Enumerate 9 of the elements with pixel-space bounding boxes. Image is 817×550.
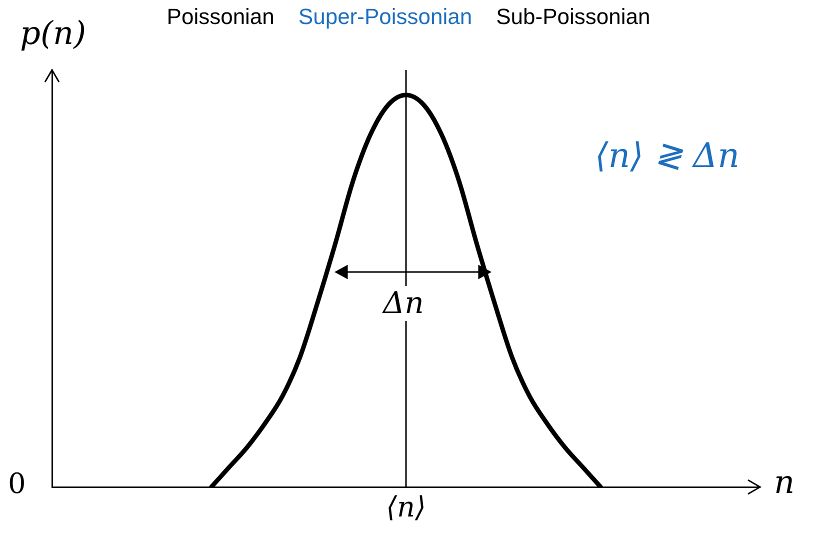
chart-title: Poissonian: [166, 4, 274, 29]
text: 0: [8, 467, 26, 500]
text: ⟨n⟩: [386, 490, 426, 524]
text: Sub-Poissonian: [496, 4, 650, 29]
text: Super-Poissonian: [298, 4, 472, 29]
annotation: ⟨n⟩ ≷ Δn: [595, 135, 740, 176]
annotation: Δn: [380, 286, 427, 321]
x-axis-title: n: [774, 463, 795, 501]
y-axis-title: p(n): [20, 14, 86, 52]
